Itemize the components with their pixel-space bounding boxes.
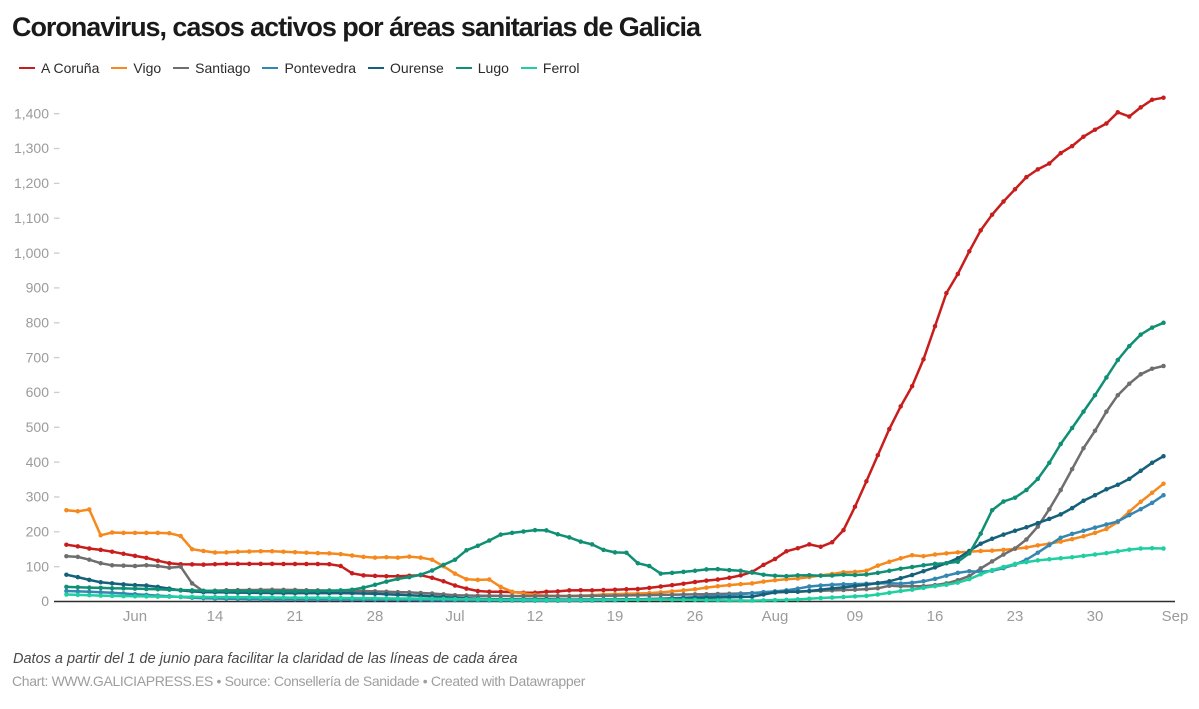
svg-text:700: 700 [26, 349, 50, 365]
svg-text:600: 600 [26, 384, 50, 400]
svg-text:1,200: 1,200 [14, 175, 49, 191]
svg-text:500: 500 [26, 419, 50, 435]
svg-text:300: 300 [26, 489, 50, 505]
svg-text:09: 09 [847, 608, 864, 625]
svg-text:100: 100 [26, 558, 50, 574]
svg-text:0: 0 [41, 593, 49, 609]
svg-text:Jul: Jul [445, 608, 464, 625]
svg-text:1,000: 1,000 [14, 245, 49, 261]
svg-text:Jun: Jun [123, 608, 147, 625]
svg-text:Sep: Sep [1162, 608, 1189, 625]
svg-text:12: 12 [527, 608, 544, 625]
svg-text:900: 900 [26, 280, 50, 296]
svg-text:21: 21 [287, 608, 304, 625]
svg-text:16: 16 [927, 608, 944, 625]
svg-text:1,100: 1,100 [14, 210, 49, 226]
svg-text:200: 200 [26, 524, 50, 540]
svg-text:Aug: Aug [762, 608, 789, 625]
svg-text:19: 19 [607, 608, 624, 625]
svg-text:1,400: 1,400 [14, 105, 49, 121]
svg-text:26: 26 [687, 608, 704, 625]
svg-text:30: 30 [1087, 608, 1104, 625]
svg-text:28: 28 [367, 608, 384, 625]
svg-text:23: 23 [1007, 608, 1024, 625]
svg-text:1,300: 1,300 [14, 140, 49, 156]
svg-text:800: 800 [26, 315, 50, 331]
svg-text:400: 400 [26, 454, 50, 470]
svg-text:14: 14 [207, 608, 224, 625]
